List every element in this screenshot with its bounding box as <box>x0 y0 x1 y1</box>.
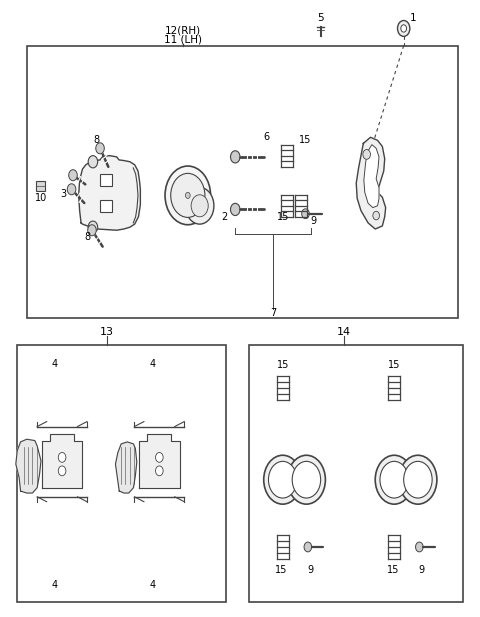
Circle shape <box>399 455 437 504</box>
Circle shape <box>67 184 76 195</box>
Circle shape <box>397 20 410 36</box>
Circle shape <box>165 166 211 225</box>
Text: 6: 6 <box>263 132 269 143</box>
Circle shape <box>230 204 240 215</box>
Circle shape <box>380 462 408 498</box>
Circle shape <box>301 209 309 218</box>
Text: 9: 9 <box>311 216 317 226</box>
Circle shape <box>401 25 407 32</box>
Circle shape <box>375 455 413 504</box>
Circle shape <box>404 462 432 498</box>
Circle shape <box>58 466 66 476</box>
Circle shape <box>288 455 325 504</box>
Text: 8: 8 <box>84 232 90 242</box>
Circle shape <box>416 542 423 552</box>
Circle shape <box>363 149 371 159</box>
Bar <box>36 181 45 191</box>
Text: 8: 8 <box>93 135 99 146</box>
Circle shape <box>69 170 77 181</box>
Polygon shape <box>139 434 180 487</box>
Text: 4: 4 <box>52 580 58 590</box>
Circle shape <box>191 195 208 217</box>
Circle shape <box>185 193 190 199</box>
Polygon shape <box>79 155 140 230</box>
Text: 13: 13 <box>100 327 114 337</box>
Text: 7: 7 <box>270 308 276 318</box>
Circle shape <box>88 225 96 236</box>
Text: 4: 4 <box>149 358 156 368</box>
Circle shape <box>58 452 66 462</box>
Circle shape <box>156 452 163 462</box>
Circle shape <box>292 462 321 498</box>
Circle shape <box>185 188 214 224</box>
Circle shape <box>88 155 97 168</box>
Text: 4: 4 <box>52 358 58 368</box>
Circle shape <box>171 173 205 217</box>
Text: 14: 14 <box>337 327 351 337</box>
Text: 15: 15 <box>275 565 288 575</box>
Circle shape <box>230 151 240 163</box>
Bar <box>100 174 112 186</box>
Polygon shape <box>364 144 379 207</box>
Circle shape <box>304 542 312 552</box>
Text: 2: 2 <box>222 212 228 222</box>
Circle shape <box>373 211 380 220</box>
Text: 1: 1 <box>410 13 417 23</box>
Text: 15: 15 <box>276 360 289 370</box>
Text: 15: 15 <box>276 212 289 222</box>
Polygon shape <box>16 439 41 493</box>
Bar <box>26 46 458 318</box>
Text: 5: 5 <box>317 13 324 23</box>
Bar <box>100 200 112 212</box>
Text: 10: 10 <box>35 194 47 204</box>
Text: 11 (LH): 11 (LH) <box>164 35 202 44</box>
Circle shape <box>156 466 163 476</box>
Text: 15: 15 <box>388 360 400 370</box>
Bar <box>17 345 226 602</box>
Circle shape <box>88 221 97 233</box>
Circle shape <box>264 455 301 504</box>
Text: 3: 3 <box>60 189 67 199</box>
Bar <box>250 345 463 602</box>
Polygon shape <box>116 442 137 493</box>
Polygon shape <box>42 434 82 487</box>
Text: 15: 15 <box>299 135 311 146</box>
Text: 9: 9 <box>307 565 313 575</box>
Polygon shape <box>356 138 385 229</box>
Text: 9: 9 <box>419 565 425 575</box>
Circle shape <box>96 143 104 154</box>
Text: 12(RH): 12(RH) <box>165 25 201 35</box>
Text: 15: 15 <box>386 565 399 575</box>
Text: 4: 4 <box>149 580 156 590</box>
Circle shape <box>268 462 297 498</box>
